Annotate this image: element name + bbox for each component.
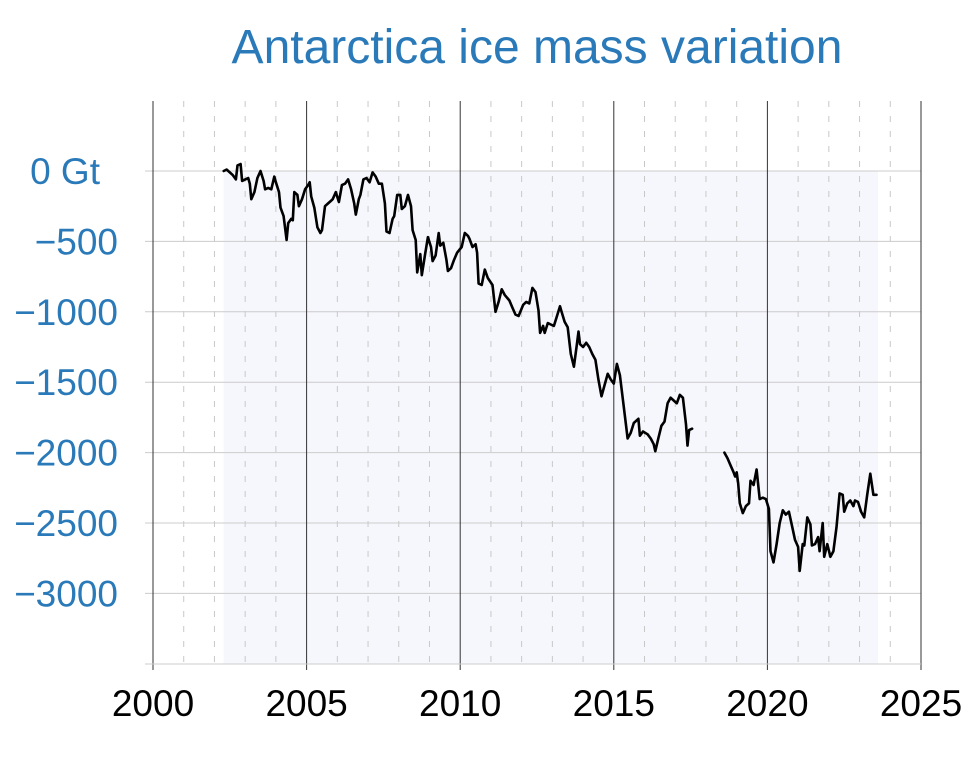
y-tick-label: −2500 — [14, 503, 118, 544]
y-tick-labels: 0 Gt −500 −1000 −1500 −2000 −2500 −3000 — [14, 151, 118, 614]
gridlines — [145, 101, 922, 670]
y-tick-label: −3000 — [14, 573, 118, 614]
data-span-fill — [223, 171, 878, 664]
x-tick-label: 2025 — [880, 683, 962, 724]
y-tick-label: 0 Gt — [30, 151, 101, 192]
series-line — [723, 451, 878, 573]
y-tick-label: −500 — [35, 221, 118, 262]
x-tick-label: 2015 — [573, 683, 655, 724]
y-tick-label: −2000 — [14, 433, 118, 474]
chart-title: Antarctica ice mass variation — [231, 21, 843, 74]
data-lines — [222, 162, 878, 573]
x-tick-label: 2000 — [112, 683, 194, 724]
y-tick-label: −1500 — [14, 362, 118, 403]
y-tick-label: −1000 — [14, 292, 118, 333]
x-tick-label: 2020 — [726, 683, 808, 724]
x-tick-label: 2005 — [265, 683, 347, 724]
x-tick-label: 2010 — [419, 683, 501, 724]
x-tick-labels: 2000 2005 2010 2015 2020 2025 — [112, 683, 962, 724]
series-line — [222, 162, 694, 453]
area-fill — [223, 171, 878, 664]
